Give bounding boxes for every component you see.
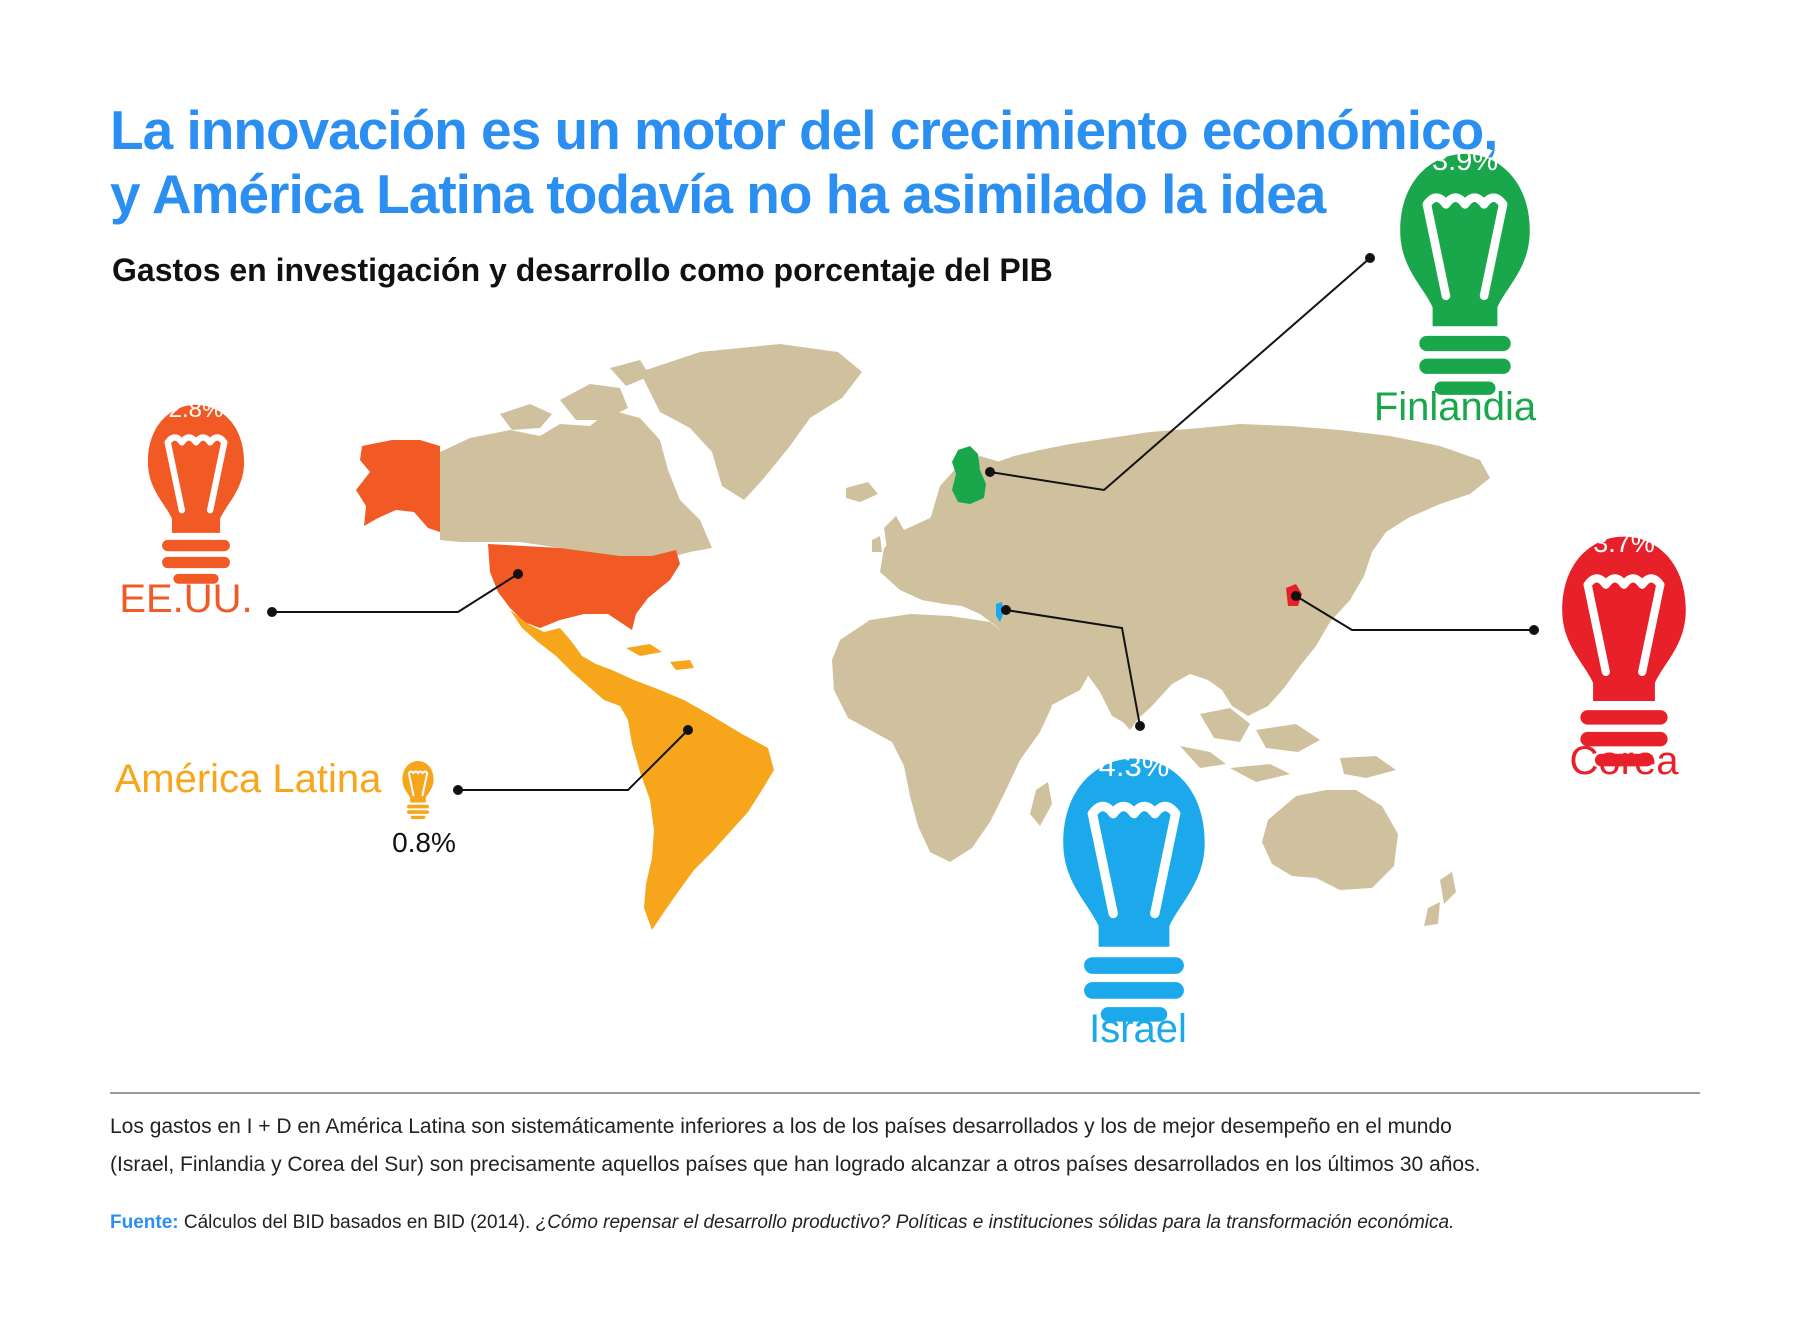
dot-israel-map xyxy=(1001,605,1011,615)
bulb-value-label: 4.3% xyxy=(1099,748,1170,783)
bulb-country-label: Israel xyxy=(1089,1007,1187,1051)
bulb-value-label: 0.8% xyxy=(392,827,456,858)
source-label: Fuente: xyxy=(110,1212,179,1233)
region-latin-america xyxy=(510,610,774,930)
land-greenland xyxy=(640,344,862,500)
land-australia xyxy=(1262,790,1398,890)
region-usa xyxy=(488,544,680,630)
land-arctic-islands xyxy=(500,360,650,430)
bulb-finland: 3.9% Finlandia xyxy=(1374,145,1537,429)
dot-finland-label xyxy=(1365,253,1375,263)
bulb-icon xyxy=(402,761,434,819)
region-alaska xyxy=(356,440,440,532)
bulb-icon xyxy=(1063,758,1205,1022)
footnote: Los gastos en I + D en América Latina so… xyxy=(110,1108,1700,1184)
region-caribbean xyxy=(626,644,694,670)
dot-korea-label xyxy=(1529,625,1539,635)
bulb-usa: 2.8% EE.UU. xyxy=(119,396,252,621)
leader-lines xyxy=(272,257,1534,791)
leader-latam xyxy=(458,729,689,791)
dot-latam-map xyxy=(683,725,693,735)
land-papua xyxy=(1340,756,1396,778)
source-title: ¿Cómo repensar el desarrollo productivo?… xyxy=(535,1212,1455,1233)
dot-usa-map xyxy=(513,569,523,579)
bulb-icon xyxy=(1562,536,1686,767)
divider xyxy=(110,1092,1700,1094)
title-line-1: La innovación es un motor del crecimient… xyxy=(110,99,1498,161)
dot-usa-label xyxy=(267,607,277,617)
bulb-country-label: América Latina xyxy=(115,757,383,801)
footnote-line-2: (Israel, Finlandia y Corea del Sur) son … xyxy=(110,1153,1481,1176)
footnote-line-1: Los gastos en I + D en América Latina so… xyxy=(110,1115,1452,1138)
leader-israel xyxy=(1005,609,1141,727)
bulb-country-label: Finlandia xyxy=(1374,385,1537,429)
bulb-israel: 4.3% Israel xyxy=(1063,748,1205,1051)
land-eurasia xyxy=(880,424,1490,726)
page-title: La innovación es un motor del crecimient… xyxy=(110,98,1498,226)
dot-korea-map xyxy=(1291,591,1301,601)
bulb-korea: 3.7% Corea xyxy=(1562,528,1686,783)
leader-dots xyxy=(267,253,1539,795)
bulb-icon xyxy=(147,404,245,584)
source-line: Fuente: Cálculos del BID basados en BID … xyxy=(110,1212,1730,1234)
land-india xyxy=(1100,648,1160,730)
bulb-value-label: 3.7% xyxy=(1593,528,1655,558)
bulb-value-label: 2.8% xyxy=(169,396,224,423)
chart-subtitle: Gastos en investigación y desarrollo com… xyxy=(112,252,1053,288)
bulb-country-label: EE.UU. xyxy=(119,577,252,621)
land-iceland xyxy=(846,482,878,502)
bulb-markers: 2.8% EE.UU. 0.8% América Latina 3.9% Finlandi… xyxy=(115,145,1686,1051)
dot-latam-label xyxy=(453,785,463,795)
region-finland xyxy=(952,446,986,504)
land-southeast-asia xyxy=(1180,708,1320,782)
world-land xyxy=(440,344,1490,926)
leader-usa xyxy=(272,573,519,613)
source-text: Cálculos del BID basados en BID (2014). xyxy=(183,1212,531,1233)
land-new-zealand xyxy=(1424,872,1456,926)
land-british-isles xyxy=(872,516,904,556)
land-japan xyxy=(1302,548,1344,612)
land-canada xyxy=(440,410,712,560)
leader-finland xyxy=(989,257,1371,492)
bulb-country-label: Corea xyxy=(1570,739,1680,783)
bulb-value-label: 3.9% xyxy=(1432,145,1498,177)
leader-korea xyxy=(1295,595,1534,631)
bulb-latin-america: 0.8% América Latina xyxy=(115,757,456,858)
dot-finland-map xyxy=(985,467,995,477)
land-africa xyxy=(832,614,1052,862)
title-line-2: y América Latina todavía no ha asimilado… xyxy=(110,163,1326,225)
dot-israel-label xyxy=(1135,721,1145,731)
bulb-icon xyxy=(1400,153,1530,395)
land-madagascar xyxy=(1030,782,1052,826)
